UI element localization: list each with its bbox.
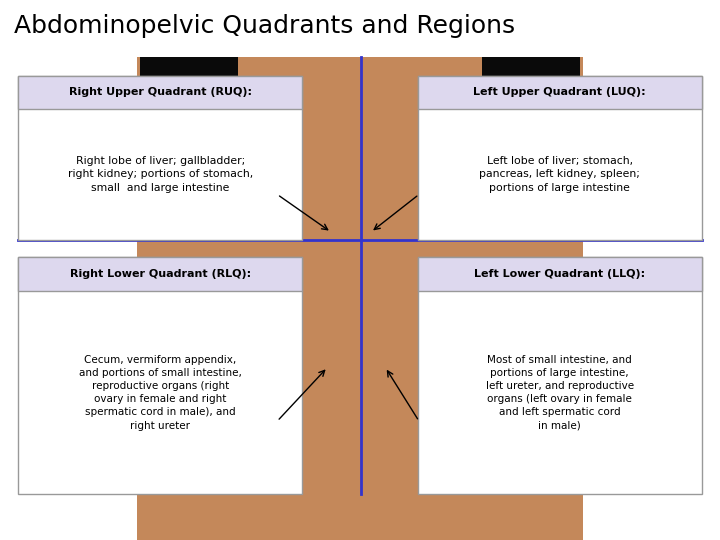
FancyBboxPatch shape xyxy=(418,76,702,109)
FancyBboxPatch shape xyxy=(140,424,202,494)
FancyBboxPatch shape xyxy=(418,256,702,494)
FancyBboxPatch shape xyxy=(482,57,580,122)
FancyBboxPatch shape xyxy=(418,256,702,291)
Text: Left Lower Quadrant (LLQ):: Left Lower Quadrant (LLQ): xyxy=(474,269,645,279)
FancyBboxPatch shape xyxy=(140,57,238,122)
Text: Left lobe of liver; stomach,
pancreas, left kidney, spleen;
portions of large in: Left lobe of liver; stomach, pancreas, l… xyxy=(480,156,640,193)
FancyBboxPatch shape xyxy=(0,57,137,540)
Text: Right lobe of liver; gallbladder;
right kidney; portions of stomach,
small  and : Right lobe of liver; gallbladder; right … xyxy=(68,156,253,193)
Text: Right Upper Quadrant (RUQ):: Right Upper Quadrant (RUQ): xyxy=(68,87,252,97)
Text: Most of small intestine, and
portions of large intestine,
left ureter, and repro: Most of small intestine, and portions of… xyxy=(486,355,634,430)
Text: Cecum, vermiform appendix,
and portions of small intestine,
reproductive organs : Cecum, vermiform appendix, and portions … xyxy=(78,355,242,430)
FancyBboxPatch shape xyxy=(137,57,583,540)
FancyBboxPatch shape xyxy=(583,57,720,540)
FancyBboxPatch shape xyxy=(18,76,302,240)
FancyBboxPatch shape xyxy=(518,424,580,494)
Text: Abdominopelvic Quadrants and Regions: Abdominopelvic Quadrants and Regions xyxy=(14,14,516,37)
FancyBboxPatch shape xyxy=(18,256,302,291)
FancyBboxPatch shape xyxy=(18,76,302,109)
Text: Left Upper Quadrant (LUQ):: Left Upper Quadrant (LUQ): xyxy=(474,87,646,97)
Text: Right Lower Quadrant (RLQ):: Right Lower Quadrant (RLQ): xyxy=(70,269,251,279)
FancyBboxPatch shape xyxy=(418,76,702,240)
FancyBboxPatch shape xyxy=(18,256,302,494)
